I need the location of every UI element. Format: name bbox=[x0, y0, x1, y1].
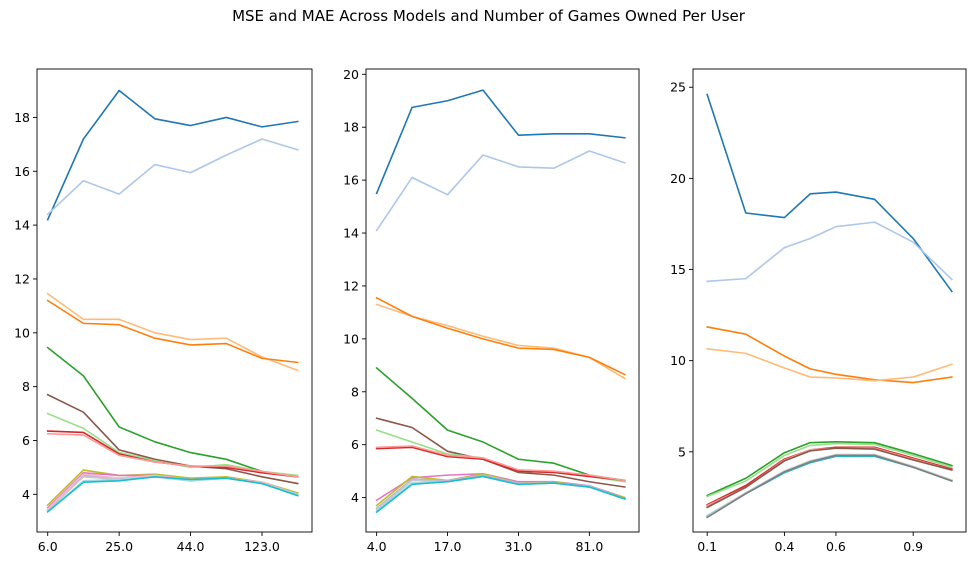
y-tick-label: 10 bbox=[14, 325, 30, 340]
x-tick-label: 17.0 bbox=[434, 539, 462, 554]
series-line-5 bbox=[46, 346, 299, 478]
series-line-12 bbox=[375, 474, 626, 510]
y-tick-label: 4 bbox=[22, 487, 30, 502]
x-tick-label: 44.0 bbox=[177, 539, 205, 554]
x-tick-label: 25.0 bbox=[105, 539, 133, 554]
y-tick-label: 15 bbox=[670, 262, 686, 277]
y-tick-label: 14 bbox=[14, 218, 30, 233]
x-tick-label: 0.4 bbox=[774, 539, 794, 554]
series-line-3 bbox=[706, 325, 953, 384]
axes-frame bbox=[36, 68, 313, 533]
x-tick-label: 31.0 bbox=[505, 539, 533, 554]
series-line-4 bbox=[46, 299, 299, 364]
y-tick-label: 18 bbox=[343, 120, 359, 135]
subplot-2: 4 6 8 10 12 14 16 18 20 4.0 17.0 31.0 81.0 bbox=[343, 67, 640, 554]
series-line-4 bbox=[706, 347, 953, 382]
series-line-1 bbox=[706, 93, 953, 293]
series-line-4 bbox=[375, 296, 626, 376]
series-line-5 bbox=[375, 366, 626, 482]
series-line-7 bbox=[46, 412, 299, 477]
series-line-2 bbox=[375, 150, 626, 232]
y-tick-label: 10 bbox=[343, 331, 359, 346]
series-line-8 bbox=[375, 446, 626, 482]
x-tick-label: 123.0 bbox=[244, 539, 280, 554]
x-tick-label: 6.0 bbox=[38, 539, 58, 554]
series-line-12 bbox=[706, 453, 953, 518]
series-line-2 bbox=[46, 138, 299, 216]
x-tick-label: 0.1 bbox=[697, 539, 717, 554]
series-line-5 bbox=[706, 440, 953, 497]
y-tick-label: 12 bbox=[343, 278, 359, 293]
series-line-13 bbox=[706, 454, 953, 519]
series-line-3 bbox=[375, 303, 626, 380]
axes-frame bbox=[365, 68, 640, 533]
series-line-9 bbox=[706, 447, 953, 509]
series-line-9 bbox=[375, 445, 626, 482]
series-line-6 bbox=[46, 393, 299, 485]
y-tick-label: 4 bbox=[351, 490, 359, 505]
y-tick-label: 5 bbox=[678, 444, 686, 459]
subplot-3: 5 10 15 20 25 0.1 0.4 0.6 0.9 bbox=[670, 68, 967, 554]
subplot-1: 4 6 8 10 12 14 16 18 6.0 25.0 44.0 123.0 bbox=[14, 68, 313, 554]
y-tick-label: 25 bbox=[670, 80, 686, 95]
y-tick-label: 10 bbox=[670, 353, 686, 368]
series-line-9 bbox=[46, 432, 299, 478]
y-tick-label: 18 bbox=[14, 110, 30, 125]
figure-title: MSE and MAE Across Models and Number of … bbox=[232, 7, 745, 25]
series-line-10 bbox=[706, 454, 953, 517]
y-tick-label: 14 bbox=[343, 226, 359, 241]
y-tick-label: 20 bbox=[343, 67, 359, 82]
y-tick-label: 8 bbox=[22, 379, 30, 394]
series-line-15 bbox=[375, 475, 626, 514]
y-tick-label: 8 bbox=[351, 384, 359, 399]
x-tick-label: 0.9 bbox=[903, 539, 923, 554]
y-tick-label: 16 bbox=[343, 173, 359, 188]
y-tick-label: 12 bbox=[14, 271, 30, 286]
axes-frame bbox=[692, 68, 967, 533]
series-line-2 bbox=[706, 221, 953, 283]
y-tick-label: 20 bbox=[670, 171, 686, 186]
series-line-3 bbox=[46, 292, 299, 372]
series-line-6 bbox=[706, 442, 953, 498]
series-line-16 bbox=[46, 476, 299, 513]
x-tick-label: 4.0 bbox=[367, 539, 387, 554]
series-line-1 bbox=[46, 89, 299, 221]
x-tick-label: 81.0 bbox=[575, 539, 603, 554]
y-tick-label: 6 bbox=[22, 433, 30, 448]
y-tick-label: 6 bbox=[351, 437, 359, 452]
y-tick-label: 16 bbox=[14, 164, 30, 179]
series-line-1 bbox=[375, 89, 626, 195]
x-tick-label: 0.6 bbox=[826, 539, 846, 554]
